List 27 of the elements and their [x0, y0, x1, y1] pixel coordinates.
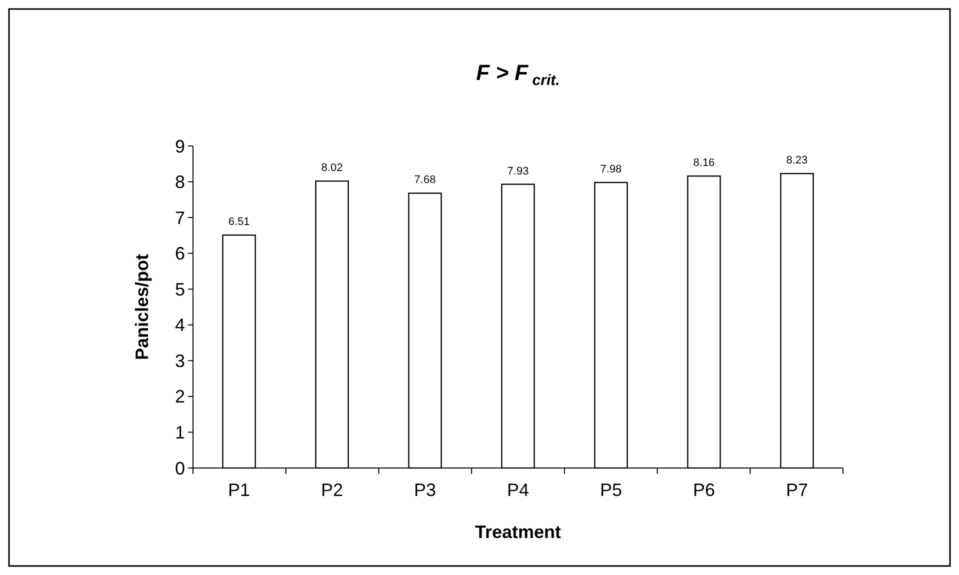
y-tick-label: 9	[174, 136, 185, 156]
y-axis-title: Panicles/pot	[132, 254, 152, 360]
data-label: 7.93	[507, 165, 529, 178]
y-tick-label: 7	[174, 208, 185, 228]
data-label: 8.02	[321, 162, 343, 174]
chart-title: F > F$_{crit.}$	[476, 60, 560, 90]
x-tick-label: P6	[692, 480, 715, 500]
x-tick-label: P1	[228, 480, 250, 500]
data-label: 8.23	[786, 154, 808, 167]
y-tick-label: 5	[174, 279, 185, 300]
x-tick-label: P2	[321, 480, 344, 500]
y-tick-label: 8	[174, 172, 185, 192]
y-tick-label: 0	[174, 458, 185, 478]
x-tick-label: P5	[600, 480, 622, 500]
data-label: 7.68	[414, 174, 436, 186]
data-label: 6.51	[228, 216, 250, 228]
y-tick-label: 6	[174, 244, 185, 264]
y-tick-label: 3	[174, 350, 185, 371]
x-tick-label: P4	[506, 480, 530, 500]
x-tick-label: P7	[786, 480, 808, 500]
x-axis-title: Treatment	[474, 522, 562, 542]
data-label: 8.16	[693, 157, 715, 170]
y-tick-label: 2	[174, 386, 185, 407]
y-tick-label: 1	[174, 422, 185, 443]
x-tick-label: P3	[414, 480, 436, 500]
y-tick-label: 4	[174, 315, 185, 336]
data-label: 7.98	[600, 163, 622, 176]
